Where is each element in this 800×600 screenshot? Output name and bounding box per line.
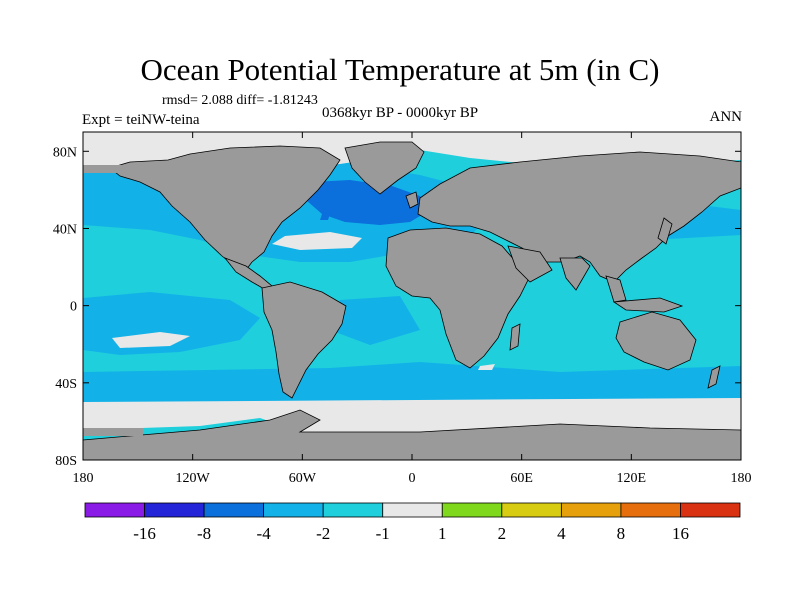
lat-tick-label: 40N — [53, 222, 77, 237]
stats-line: rmsd= 2.088 diff= -1.81243 — [162, 93, 318, 108]
missing-data-cells — [83, 162, 741, 436]
colorbar-label: -4 — [257, 524, 272, 543]
colorbar-label: -1 — [376, 524, 390, 543]
colorbar-swatch — [322, 502, 384, 518]
lon-tick-label: 180 — [73, 471, 94, 486]
colorbar-label: 16 — [672, 524, 689, 543]
colorbar-label: 4 — [557, 524, 566, 543]
lat-tick-label: 40S — [55, 377, 77, 392]
latitude-axis: 80N 40N 0 40S 80S — [53, 145, 741, 469]
colorbar-swatch — [263, 502, 324, 518]
colorbar-label: -8 — [197, 524, 211, 543]
colorbar-swatch — [620, 502, 681, 518]
season-label: ANN — [709, 109, 743, 125]
lon-tick-label: 60W — [289, 471, 317, 486]
colorbar-swatch — [203, 502, 265, 518]
colorbar: -16 -8 -4 -2 -1 1 2 4 8 16 — [84, 502, 741, 543]
colorbar-swatch — [144, 502, 205, 518]
lon-tick-label: 120W — [176, 471, 211, 486]
experiment-label: Expt = teiNW-teina — [82, 112, 200, 128]
lon-tick-label: 60E — [510, 471, 533, 486]
colorbar-label: -16 — [133, 524, 156, 543]
colorbar-swatch — [84, 502, 145, 518]
lon-tick-label: 180 — [731, 471, 752, 486]
longitude-axis: 180 120W 60W 0 60E 120E 180 — [73, 132, 752, 486]
southern-sea-ice — [83, 398, 741, 432]
colorbar-label: -2 — [316, 524, 330, 543]
near-zero-patches — [112, 232, 495, 370]
map-panel — [83, 132, 741, 460]
lat-tick-label: 0 — [70, 300, 77, 315]
colorbar-label: 1 — [438, 524, 447, 543]
page-title: Ocean Potential Temperature at 5m (in C) — [140, 52, 660, 87]
colorbar-label: 8 — [617, 524, 626, 543]
colorbar-label: 2 — [498, 524, 507, 543]
period-label: 0368kyr BP - 0000kyr BP — [322, 105, 479, 121]
colorbar-swatch — [441, 502, 503, 518]
lon-tick-label: 0 — [409, 471, 416, 486]
colorbar-swatch — [501, 502, 562, 518]
colorbar-swatch — [680, 502, 741, 518]
colorbar-swatch — [382, 502, 443, 518]
lat-tick-label: 80N — [53, 145, 77, 160]
lon-tick-label: 120E — [617, 471, 647, 486]
land-masses — [83, 141, 741, 460]
colorbar-swatch — [560, 502, 622, 518]
lat-tick-label: 80S — [55, 454, 77, 469]
